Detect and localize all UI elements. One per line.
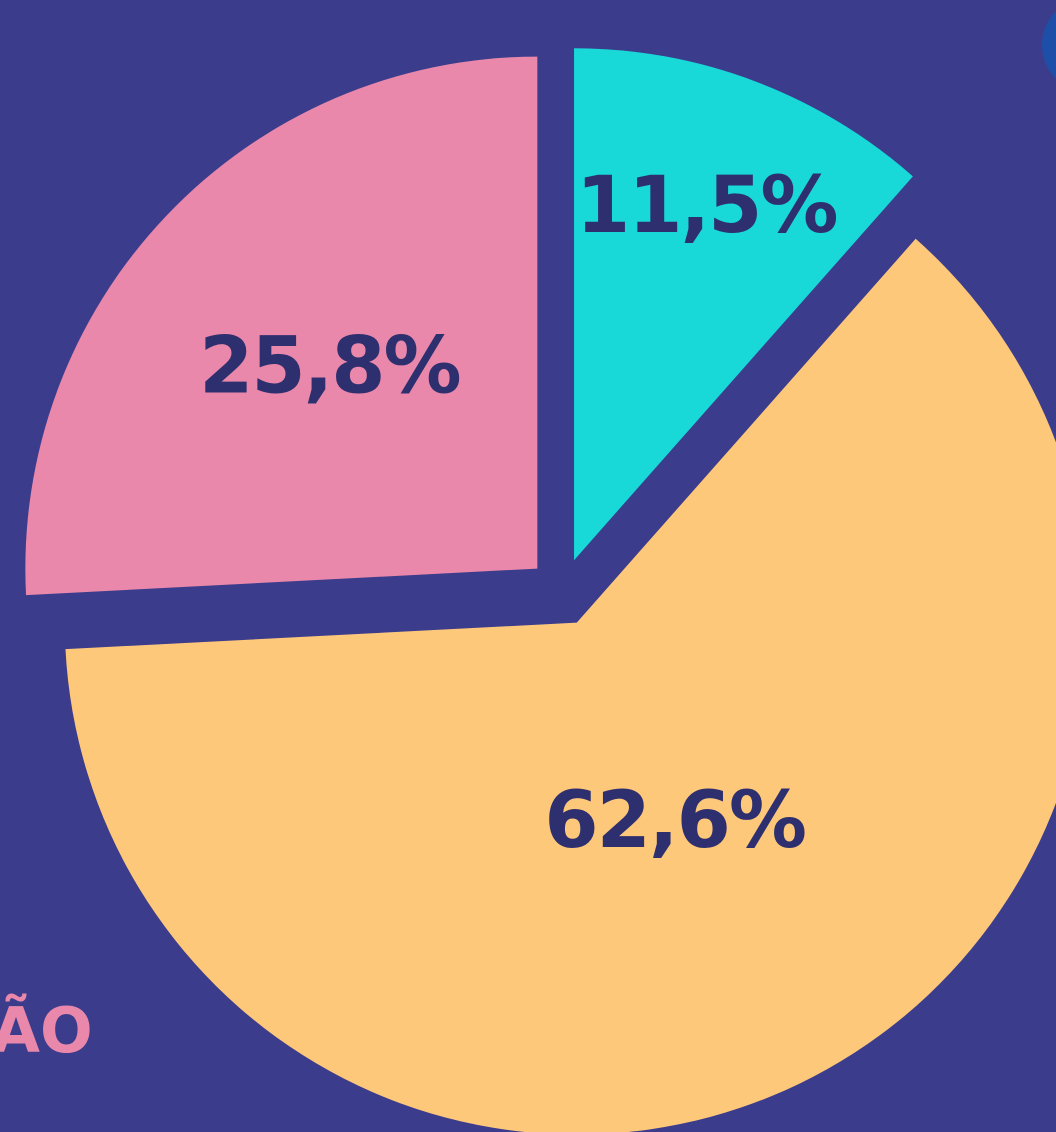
pie-slice bbox=[574, 48, 913, 561]
decor-circle bbox=[1042, 11, 1056, 79]
value-label: 11,5% bbox=[576, 161, 837, 251]
value-label: 25,8% bbox=[199, 322, 460, 412]
annotation: ÃO bbox=[0, 994, 93, 1067]
value-label: 62,6% bbox=[544, 776, 805, 866]
pie-slice bbox=[25, 56, 538, 596]
pie-slice bbox=[65, 238, 1056, 1132]
